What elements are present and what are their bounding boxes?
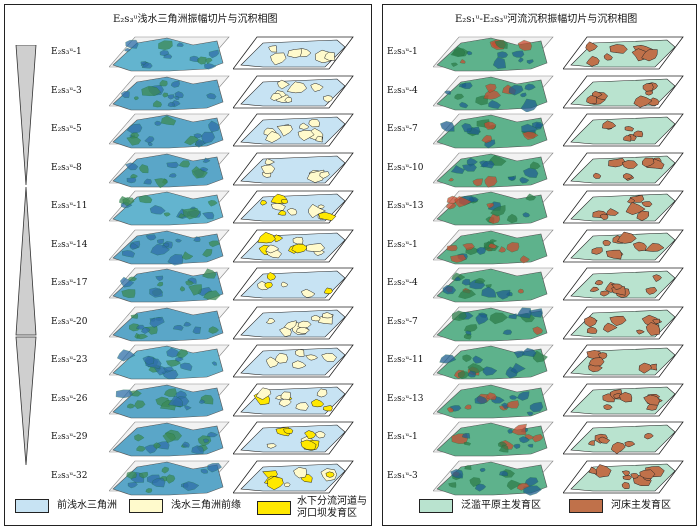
amplitude-slice xyxy=(433,383,554,418)
facies-map xyxy=(563,36,684,70)
amplitude-slice xyxy=(433,306,554,341)
facies-map xyxy=(233,36,354,70)
amplitude-slice xyxy=(433,460,554,496)
legend-label-delta-front: 浅水三角洲前缘 xyxy=(171,500,241,511)
slice-label: E₂s₃ᵘ-26 xyxy=(51,393,88,404)
amplitude-slice xyxy=(109,113,230,149)
legend-label-channel-line1: 水下分流河道与 xyxy=(297,496,367,507)
slice-label: E₂s₃ᵘ-5 xyxy=(51,124,82,134)
slice-label: E₂s₃ᵘ-23 xyxy=(51,355,88,365)
amplitude-slice xyxy=(433,267,554,303)
slice-label: E₂s₁ᵘ-1 xyxy=(387,432,418,442)
amplitude-slice xyxy=(109,36,230,72)
slice-label: E₂s₃ᵘ-1 xyxy=(51,47,82,57)
legend-label-prodelta: 前浅水三角洲 xyxy=(57,500,117,511)
facies-map xyxy=(563,75,684,108)
cycle-triangle-3 xyxy=(15,336,37,465)
facies-map xyxy=(563,344,684,378)
slice-label: E₂s₂ᵘ-7 xyxy=(387,316,418,327)
legend-item-floodplain: 泛滥平原主发育区 xyxy=(419,499,541,513)
legend-item-prodelta: 前浅水三角洲 xyxy=(15,499,117,513)
facies-map xyxy=(563,460,684,493)
slice-label: E₂s₃ᵘ-20 xyxy=(51,316,88,327)
facies-map xyxy=(233,460,354,493)
facies-map xyxy=(233,190,354,224)
slice-label: E₂s₃ᵘ-13 xyxy=(387,201,424,211)
amplitude-slice xyxy=(433,229,554,264)
slice-label: E₂s₃ᵘ-7 xyxy=(387,124,418,134)
legend-item-channel: 水下分流河道与 河口坝发育区 xyxy=(257,496,367,520)
facies-map xyxy=(233,75,354,108)
amplitude-slice xyxy=(433,190,554,226)
slice-label: E₂s₂ᵘ-1 xyxy=(387,239,418,250)
slice-label: E₂s₃ᵘ-29 xyxy=(51,432,88,442)
facies-map xyxy=(563,190,684,224)
facies-map xyxy=(233,113,354,147)
facies-map xyxy=(563,421,684,455)
facies-map xyxy=(233,306,354,339)
amplitude-slice xyxy=(433,113,554,149)
left-panel-title: E₂s₃ᵘ浅水三角洲振幅切片与沉积相图 xyxy=(113,14,278,25)
slice-label: E₂s₁ᵘ-3 xyxy=(387,470,418,481)
right-panel-title: E₂s₁ᵘ-E₂s₃ᵘ河流沉积振幅切片与沉积相图 xyxy=(455,14,638,25)
slice-label: E₂s₃ᵘ-11 xyxy=(51,201,88,211)
amplitude-slice xyxy=(433,36,554,72)
facies-map xyxy=(563,383,684,416)
facies-map xyxy=(563,267,684,301)
facies-map xyxy=(233,421,354,455)
amplitude-slice xyxy=(109,190,230,226)
facies-map xyxy=(233,267,354,301)
legend-swatch-channel xyxy=(257,501,291,515)
legend-label-channel-line2: 河口坝发育区 xyxy=(297,508,357,519)
facies-map xyxy=(233,229,354,262)
amplitude-slice xyxy=(433,421,554,457)
amplitude-slice xyxy=(433,152,554,188)
legend-label-floodplain: 泛滥平原主发育区 xyxy=(461,500,541,511)
legend-label-riverbed: 河床主发育区 xyxy=(611,500,671,511)
slice-label: E₂s₃ᵘ-32 xyxy=(51,470,88,481)
slice-label: E₂s₃ᵘ-10 xyxy=(387,162,424,173)
legend-swatch-delta-front xyxy=(129,499,163,513)
amplitude-slice xyxy=(109,229,230,265)
slice-label: E₂s₃ᵘ-1 xyxy=(387,47,418,57)
amplitude-slice xyxy=(109,267,230,303)
legend-swatch-riverbed xyxy=(569,499,603,513)
cycle-diagram xyxy=(15,45,37,465)
legend-swatch-floodplain xyxy=(419,499,453,513)
slice-label: E₂s₂ᵘ-13 xyxy=(387,393,424,404)
legend-item-delta-front: 浅水三角洲前缘 xyxy=(129,499,241,513)
amplitude-slice xyxy=(109,306,230,341)
legend-swatch-prodelta xyxy=(15,499,49,513)
slice-label: E₂s₃ᵘ-8 xyxy=(51,162,82,173)
amplitude-slice xyxy=(109,460,230,495)
slice-label: E₂s₂ᵘ-4 xyxy=(387,278,418,288)
amplitude-slice xyxy=(109,152,230,188)
facies-map xyxy=(563,229,684,262)
cycle-triangle-1 xyxy=(15,45,37,186)
slice-label: E₂s₃ᵘ-4 xyxy=(387,85,418,96)
legend-label-channel: 水下分流河道与 河口坝发育区 xyxy=(297,496,367,520)
amplitude-slice xyxy=(433,75,554,112)
facies-map xyxy=(563,113,684,147)
amplitude-slice xyxy=(109,421,230,457)
facies-map xyxy=(563,306,684,339)
facies-map xyxy=(233,152,354,185)
slice-label: E₂s₃ᵘ-3 xyxy=(51,85,82,96)
slice-label: E₂s₃ᵘ-14 xyxy=(51,239,88,250)
amplitude-slice xyxy=(109,383,230,418)
facies-map xyxy=(233,383,354,416)
amplitude-slice xyxy=(433,344,554,380)
amplitude-slice xyxy=(109,344,230,380)
facies-map xyxy=(233,344,354,378)
amplitude-slice xyxy=(109,75,230,110)
left-panel: E₂s₃ᵘ浅水三角洲振幅切片与沉积相图 E₂s₃ᵘ-1 E₂s₃ᵘ-3 E₂s₃ᵘ-… xyxy=(4,4,372,526)
right-panel: E₂s₁ᵘ-E₂s₃ᵘ河流沉积振幅切片与沉积相图 E₂s₃ᵘ-1 E₂s₃ᵘ-4 E… xyxy=(382,4,697,526)
facies-map xyxy=(563,152,684,185)
legend-item-riverbed: 河床主发育区 xyxy=(569,499,671,513)
slice-label: E₂s₃ᵘ-17 xyxy=(51,278,88,288)
slice-label: E₂s₂ᵘ-11 xyxy=(387,355,424,365)
cycle-triangle-2 xyxy=(15,186,37,336)
